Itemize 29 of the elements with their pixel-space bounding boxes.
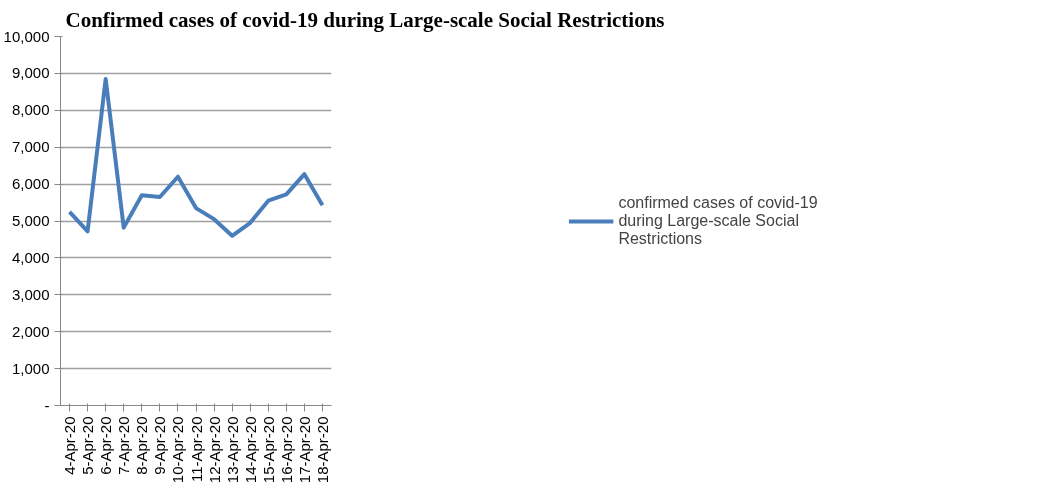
line-series	[67, 76, 325, 238]
y-tick-label: 4,000	[11, 248, 50, 266]
y-tick-label: 7,000	[11, 138, 50, 156]
y-tick-label: 1,000	[11, 359, 50, 377]
x-tick-label: 17-Apr-20	[295, 416, 313, 484]
x-tick-label: 14-Apr-20	[241, 416, 259, 484]
y-tick-label: 6,000	[11, 175, 50, 193]
y-tick-label: 5,000	[11, 212, 50, 229]
x-tick-label: 10-Apr-20	[169, 416, 187, 484]
x-tick-label: 18-Apr-20	[313, 416, 331, 484]
y-tick-label: 9,000	[11, 64, 50, 82]
y-tick-label: -	[44, 396, 50, 414]
x-tick-label: 6-Apr-20	[97, 416, 115, 475]
x-tick-label: 9-Apr-20	[151, 416, 169, 475]
x-tick-label: 4-Apr-20	[61, 416, 79, 475]
x-tick-label: 15-Apr-20	[259, 416, 277, 484]
x-tick-label: 8-Apr-20	[133, 416, 151, 475]
y-tick-label: 8,000	[11, 101, 50, 119]
x-tick-label: 7-Apr-20	[115, 416, 133, 475]
legend-label: confirmed cases of covid-19 during Large-scale Social Restrictions	[618, 192, 818, 249]
x-tick-label: 11-Apr-20	[187, 416, 205, 483]
y-tick-label: 2,000	[11, 322, 50, 340]
y-tick-label: 10,000	[3, 27, 50, 45]
y-tick-label: 3,000	[11, 285, 50, 303]
x-tick-label: 5-Apr-20	[79, 416, 97, 475]
x-tick-label: 12-Apr-20	[205, 416, 223, 484]
chart-title: Confirmed cases of covid-19 during Large-scale Social Restrictions	[65, 7, 665, 32]
x-tick-label: 13-Apr-20	[223, 416, 241, 484]
x-tick-label: 16-Apr-20	[277, 416, 295, 484]
